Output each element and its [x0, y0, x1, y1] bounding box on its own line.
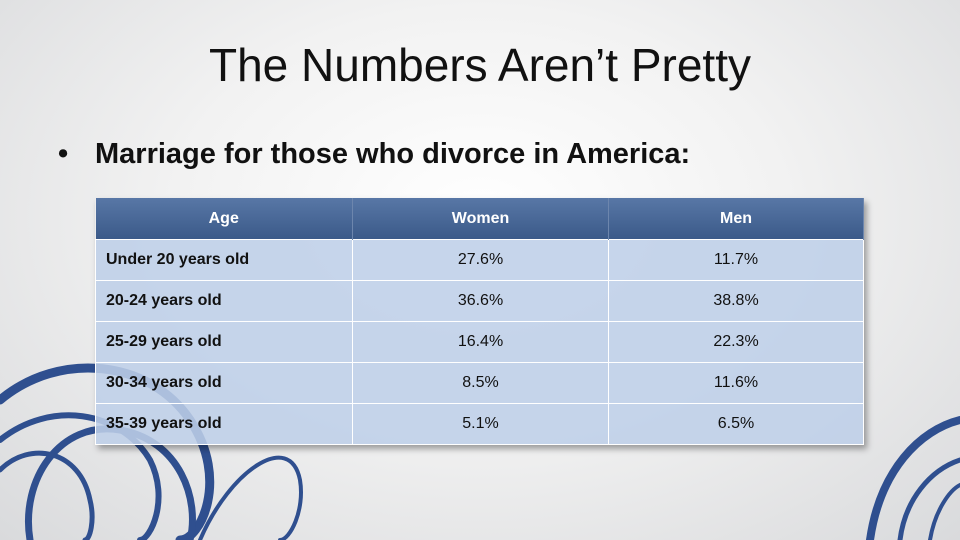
- table-cell: Under 20 years old: [95, 239, 353, 281]
- table-cell: 11.6%: [608, 362, 864, 404]
- table-row: 20-24 years old 36.6% 38.8%: [95, 280, 864, 322]
- table-cell: 20-24 years old: [95, 280, 353, 322]
- table-row: 30-34 years old 8.5% 11.6%: [95, 362, 864, 404]
- table-cell: 5.1%: [352, 403, 609, 445]
- table-cell: 16.4%: [352, 321, 609, 363]
- table-cell: 6.5%: [608, 403, 864, 445]
- table-cell: 36.6%: [352, 280, 609, 322]
- column-header: Men: [608, 198, 864, 240]
- column-header: Age: [95, 198, 353, 240]
- table-row: 25-29 years old 16.4% 22.3%: [95, 321, 864, 363]
- bullet-dot: •: [58, 138, 69, 170]
- table-row: Under 20 years old 27.6% 11.7%: [95, 239, 864, 281]
- table-cell: 11.7%: [608, 239, 864, 281]
- table-cell: 38.8%: [608, 280, 864, 322]
- table-cell: 30-34 years old: [95, 362, 353, 404]
- title: The Numbers Aren’t Pretty: [209, 39, 751, 91]
- table-cell: 25-29 years old: [95, 321, 353, 363]
- table-cell: 8.5%: [352, 362, 609, 404]
- table-cell: 22.3%: [608, 321, 864, 363]
- table: Age Women Men Under 20 years old 27.6% 11.7%…: [95, 198, 864, 445]
- header-row: Age Women Men: [95, 198, 864, 240]
- table-cell: 35-39 years old: [95, 403, 353, 445]
- bullet-text: Marriage for those who divorce in Americ…: [95, 138, 691, 170]
- table-cell: 27.6%: [352, 239, 609, 281]
- column-header: Women: [352, 198, 609, 240]
- table-row: 35-39 years old 5.1% 6.5%: [95, 403, 864, 445]
- table-body: Under 20 years old 27.6% 11.7% 20-24 years …: [95, 239, 864, 445]
